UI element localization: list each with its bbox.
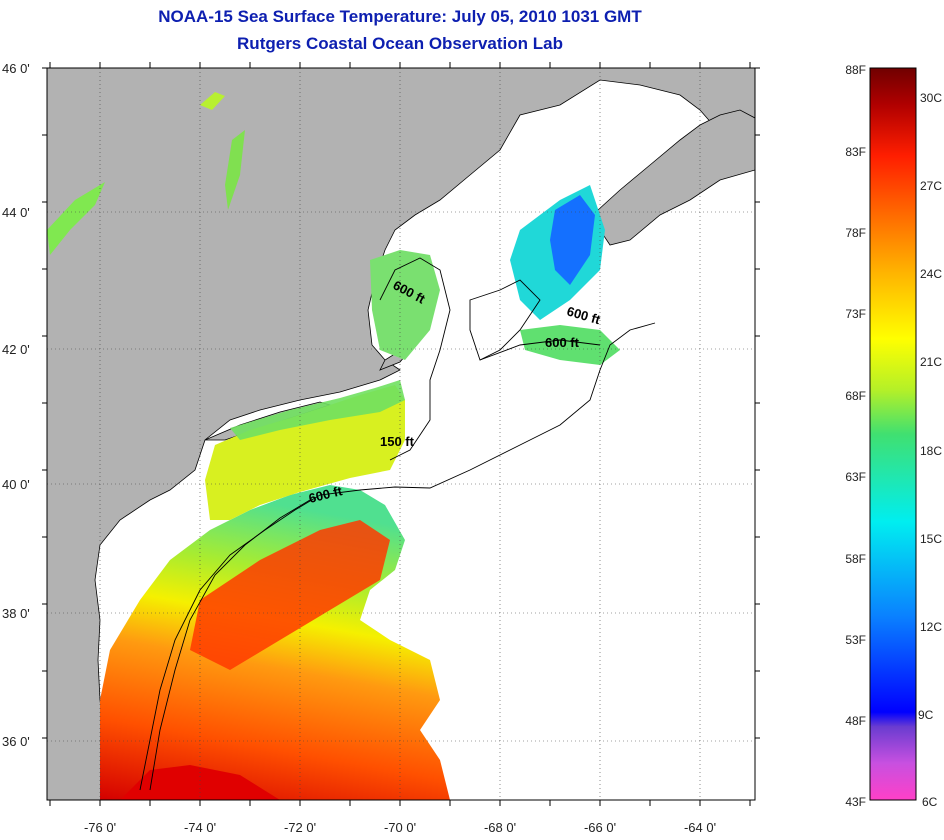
lat-label: 40 0' [2, 477, 30, 492]
map-subtitle: Rutgers Coastal Ocean Observation Lab [237, 34, 563, 53]
colorbar-c-label: 6C [922, 795, 938, 809]
colorbar-f-label: 73F [845, 307, 866, 321]
lat-axis-labels: 46 0' 44 0' 42 0' 40 0' 38 0' 36 0' [2, 61, 30, 749]
colorbar-c-label: 15C [920, 532, 942, 546]
axis-ticks [42, 62, 760, 806]
sst-shelf-green [230, 380, 405, 440]
colorbar-f-label: 83F [845, 145, 866, 159]
colorbar-c-label: 12C [920, 620, 942, 634]
lon-label: -72 0' [284, 820, 316, 835]
sst-georges-green [520, 325, 620, 365]
lake-champlain-green [47, 182, 105, 255]
sst-hot-patch [120, 765, 280, 800]
lon-label: -64 0' [684, 820, 716, 835]
colorbar-c-label: 18C [920, 444, 942, 458]
lake-green-strip [225, 130, 245, 210]
map-title: NOAA-15 Sea Surface Temperature: July 05… [158, 7, 642, 26]
lat-label: 38 0' [2, 606, 30, 621]
map-frame [46, 67, 756, 801]
colorbar-c-label: 9C [918, 708, 934, 722]
colorbar-f-label: 78F [845, 226, 866, 240]
lon-label: -70 0' [384, 820, 416, 835]
colorbar-f-label: 43F [845, 795, 866, 809]
colorbar-f-label: 53F [845, 633, 866, 647]
lon-label: -74 0' [184, 820, 216, 835]
sst-gulf-maine-green [370, 250, 440, 360]
lon-label: -66 0' [584, 820, 616, 835]
land-mainland [47, 68, 755, 800]
colorbar-f-labels: 88F 83F 78F 73F 68F 63F 58F 53F 48F 43F [845, 63, 866, 809]
colorbar-f-label: 63F [845, 470, 866, 484]
colorbar-c-label: 30C [920, 91, 942, 105]
lat-label: 42 0' [2, 342, 30, 357]
lon-label: -68 0' [484, 820, 516, 835]
colorbar-c-label: 27C [920, 179, 942, 193]
lake-yellow-patch [200, 92, 225, 110]
contour-label: 600 ft [545, 335, 580, 350]
colorbar-c-label: 21C [920, 355, 942, 369]
sst-warm-patch [190, 520, 390, 670]
lon-axis-labels: -76 0' -74 0' -72 0' -70 0' -68 0' -66 0… [84, 820, 716, 835]
colorbar-f-label: 88F [845, 63, 866, 77]
colorbar [869, 67, 917, 801]
map-area [47, 68, 755, 800]
colorbar-f-label: 48F [845, 714, 866, 728]
lat-label: 36 0' [2, 734, 30, 749]
colorbar-f-label: 58F [845, 552, 866, 566]
lat-label: 46 0' [2, 61, 30, 76]
land-nova-scotia [597, 109, 755, 246]
bathymetry-contours [139, 257, 656, 791]
sst-shelf-region [205, 385, 405, 520]
lon-label: -76 0' [84, 820, 116, 835]
contour-label: 150 ft [380, 434, 415, 449]
colorbar-c-label: 24C [920, 267, 942, 281]
sst-gulf-maine-blue [550, 195, 595, 285]
colorbar-c-labels: 30C 27C 24C 21C 18C 15C 12C 9C 6C [918, 91, 942, 809]
colorbar-f-label: 68F [845, 389, 866, 403]
lat-label: 44 0' [2, 205, 30, 220]
